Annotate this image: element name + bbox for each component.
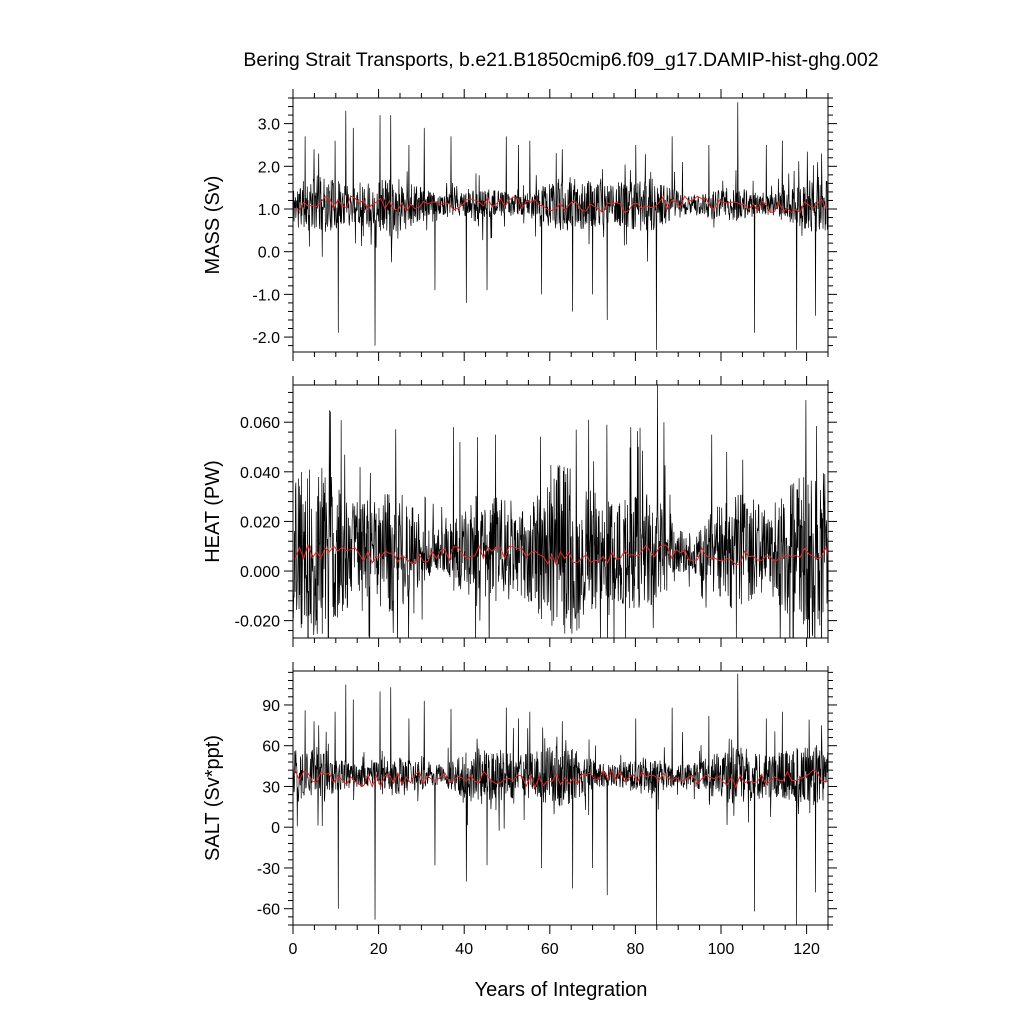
mass-monthly-series-line	[293, 102, 828, 350]
x-tick-label: 100	[708, 941, 735, 958]
heat-y-axis-label: HEAT (PW)	[202, 460, 224, 563]
heat-y-tick-label: 0.060	[240, 415, 280, 432]
mass-y-tick-label: -2.0	[252, 330, 280, 347]
salt-plot-frame	[292, 670, 829, 926]
heat-y-tick-label: 0.020	[240, 514, 280, 531]
x-tick-label: 60	[541, 941, 559, 958]
chart-panels: -2.0 -1.0 0.0 1.0 2.0 3.0 MASS (Sv) -0.020 0.000…	[202, 89, 837, 958]
salt-y-tick-label: -60	[257, 902, 280, 919]
x-tick-label: 120	[793, 941, 820, 958]
mass-annual-series-line	[295, 195, 828, 214]
salt-panel: 0 20 40 60 80 100 120 -60 -30 0 30 60 90 SALT (Sv*ppt…	[202, 662, 837, 958]
mass-y-tick-label: 1.0	[258, 202, 280, 219]
salt-y-tick-label: 60	[262, 739, 280, 756]
heat-annual-series-line	[294, 543, 828, 566]
salt-y-tick-label: 0	[271, 820, 280, 837]
salt-monthly-series-line	[293, 673, 828, 925]
salt-annual-series-line	[294, 769, 828, 789]
x-tick-label: 20	[370, 941, 388, 958]
mass-y-tick-label: -1.0	[252, 287, 280, 304]
heat-panel: -0.020 0.000 0.020 0.040 0.060 HEAT (PW)	[202, 376, 837, 647]
mass-y-tick-label: 2.0	[258, 159, 280, 176]
mass-plot-frame	[292, 97, 829, 353]
x-tick-label: 0	[289, 941, 298, 958]
x-tick-label: 80	[627, 941, 645, 958]
salt-y-tick-label: -30	[257, 861, 280, 878]
mass-y-tick-label: 3.0	[258, 117, 280, 134]
salt-y-tick-label: 90	[262, 698, 280, 715]
mass-panel: -2.0 -1.0 0.0 1.0 2.0 3.0 MASS (Sv)	[202, 89, 837, 361]
heat-y-tick-label: 0.040	[240, 465, 280, 482]
chart-title: Bering Strait Transports, b.e21.B1850cmi…	[243, 49, 878, 71]
x-axis-label: Years of Integration	[475, 979, 648, 1001]
salt-y-axis-label: SALT (Sv*ppt)	[202, 735, 224, 861]
salt-y-tick-label: 30	[262, 779, 280, 796]
mass-y-axis-label: MASS (Sv)	[202, 176, 224, 275]
x-tick-label: 40	[455, 941, 473, 958]
heat-y-tick-label: -0.020	[235, 614, 280, 631]
heat-monthly-series-line	[293, 385, 828, 638]
heat-y-tick-label: 0.000	[240, 564, 280, 581]
mass-y-tick-label: 0.0	[258, 245, 280, 262]
